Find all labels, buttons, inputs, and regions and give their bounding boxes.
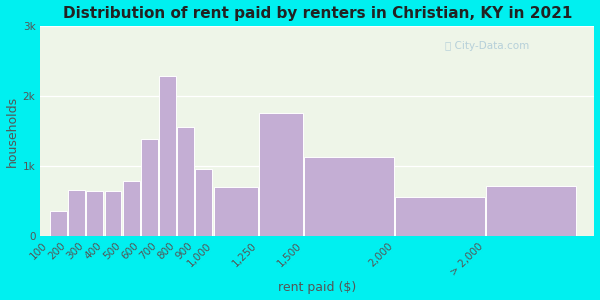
Bar [123,182,140,236]
Bar [196,169,212,236]
Bar [50,212,67,236]
Text: ⓘ City-Data.com: ⓘ City-Data.com [445,40,529,51]
Title: Distribution of rent paid by renters in Christian, KY in 2021: Distribution of rent paid by renters in … [63,6,572,21]
Bar [304,157,394,236]
Bar [395,197,485,236]
Bar [159,76,176,236]
Bar [141,139,158,236]
X-axis label: rent paid ($): rent paid ($) [278,281,356,294]
Bar [178,127,194,236]
Y-axis label: households: households [5,95,19,166]
Bar [486,186,575,236]
Bar [259,113,303,236]
Bar [68,190,85,236]
Bar [86,191,103,236]
Bar [104,191,121,236]
Bar [214,187,257,236]
